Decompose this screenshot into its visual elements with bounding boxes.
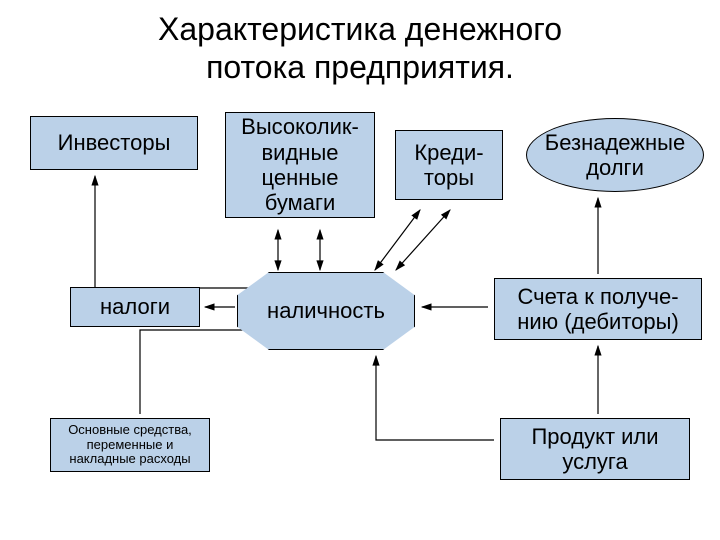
node-fixedcosts: Основные средства,переменные инакладные … [50, 418, 210, 472]
node-investors: Инвесторы [30, 116, 198, 170]
node-creditors: Креди-торы [395, 130, 503, 200]
node-product: Продукт илиуслуга [500, 418, 690, 480]
node-securities: Высоколик-видныеценныебумаги [225, 112, 375, 218]
node-cash: наличность [237, 272, 415, 350]
edge-9 [140, 330, 260, 414]
page-title: Характеристика денежного потока предприя… [0, 10, 720, 87]
title-line-1: Характеристика денежного [158, 11, 562, 47]
node-taxes: налоги [70, 287, 200, 327]
title-line-2: потока предприятия. [206, 49, 514, 85]
edge-4 [396, 210, 450, 270]
edge-10 [376, 356, 494, 440]
node-baddebts: Безнадежныедолги [526, 118, 704, 192]
edge-3 [375, 210, 420, 270]
node-receivables: Счета к получе-нию (дебиторы) [494, 278, 702, 340]
